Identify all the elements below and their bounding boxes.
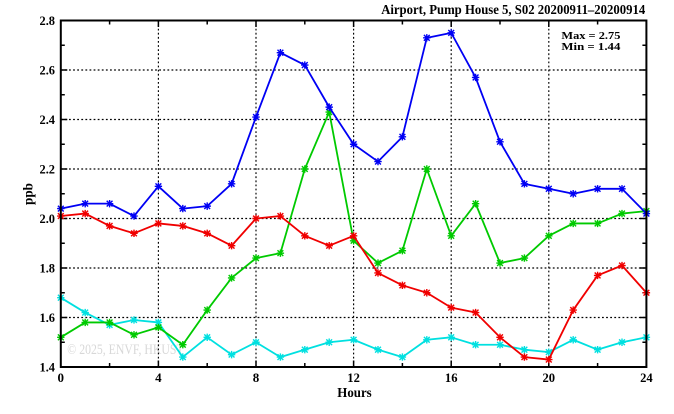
svg-text:12: 12 — [347, 370, 360, 385]
svg-text:2.0: 2.0 — [40, 211, 56, 226]
svg-text:1.8: 1.8 — [40, 260, 56, 275]
svg-text:8: 8 — [253, 370, 260, 385]
svg-text:0: 0 — [58, 370, 65, 385]
svg-text:1.6: 1.6 — [40, 310, 56, 325]
svg-text:24: 24 — [640, 370, 653, 385]
svg-text:© 2025, ENVF, HKUST: © 2025, ENVF, HKUST — [67, 342, 183, 358]
svg-text:Min = 1.44: Min = 1.44 — [561, 41, 621, 53]
svg-text:2.4: 2.4 — [40, 112, 56, 127]
svg-text:Hours: Hours — [337, 385, 371, 400]
svg-text:1.4: 1.4 — [40, 359, 56, 374]
svg-text:20: 20 — [543, 370, 556, 385]
svg-text:Airport, Pump House 5, S02 202: Airport, Pump House 5, S02 20200911–2020… — [381, 2, 645, 17]
svg-text:2.6: 2.6 — [40, 62, 56, 77]
svg-text:ppb: ppb — [20, 183, 35, 205]
svg-text:2.8: 2.8 — [40, 13, 56, 28]
svg-text:4: 4 — [155, 370, 162, 385]
svg-text:Max = 2.75: Max = 2.75 — [561, 30, 620, 42]
svg-text:16: 16 — [445, 370, 458, 385]
svg-text:2.2: 2.2 — [40, 161, 56, 176]
